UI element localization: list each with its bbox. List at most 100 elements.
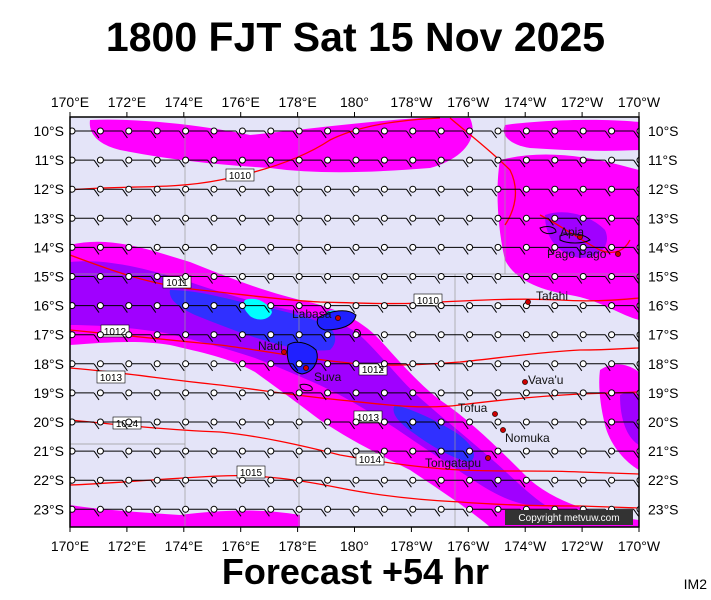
wind-barb: [324, 418, 356, 430]
place-dot: [500, 427, 506, 433]
wind-barb: [153, 214, 185, 226]
wind-barb: [579, 214, 611, 226]
wind-barb: [96, 243, 128, 255]
wind-barb: [153, 127, 185, 139]
wind-barb: [125, 360, 157, 372]
wind-barb: [494, 156, 526, 168]
wind-barb: [551, 243, 583, 255]
wind-barb: [522, 476, 554, 488]
lon-tick-label: 170°E: [51, 538, 89, 554]
wind-barb: [522, 273, 554, 284]
wind-barb: [522, 127, 554, 139]
rain-medium-main: [70, 261, 545, 506]
wind-barb: [380, 185, 412, 197]
wind-barb: [608, 156, 639, 168]
isobar-value: 1015: [240, 468, 263, 479]
wind-barb: [125, 127, 157, 139]
wind-barb: [267, 389, 299, 401]
wind-barb: [409, 214, 441, 226]
wind-barb: [70, 243, 100, 255]
island-savaii: [539, 226, 557, 235]
wind-barb: [267, 156, 299, 168]
wind-barb: [324, 360, 356, 372]
place-dot: [303, 365, 309, 371]
wind-barb: [380, 127, 412, 139]
lat-tick-label: 14°S: [33, 239, 64, 255]
wind-barb: [437, 214, 469, 226]
wind-barb: [437, 389, 469, 401]
lat-tick-label: 15°S: [33, 269, 64, 285]
wind-barb: [608, 418, 639, 430]
wind-barb: [96, 127, 128, 139]
wind-barb: [295, 331, 327, 342]
lon-tick-label: 170°E: [51, 94, 89, 110]
wind-barb: [494, 273, 526, 284]
lat-tick-label: 23°S: [648, 501, 679, 517]
wind-barb: [494, 476, 526, 488]
wind-barb: [522, 214, 554, 226]
lat-tick-label: 18°S: [33, 356, 64, 372]
isobar-value: 1014: [359, 455, 382, 466]
wind-barb: [153, 156, 185, 168]
wind-barb: [295, 389, 327, 401]
wind-barb: [494, 447, 526, 459]
wind-barb: [210, 156, 242, 168]
wind-barb: [608, 476, 639, 488]
wind-barb: [494, 185, 526, 197]
lat-tick-label: 16°S: [648, 298, 679, 314]
lat-tick-label: 21°S: [33, 443, 64, 459]
wind-barb: [210, 418, 242, 430]
wind-barb: [551, 127, 583, 139]
wind-barb: [579, 273, 611, 284]
wind-barb: [238, 127, 270, 139]
wind-barb: [238, 156, 270, 168]
wind-barb: [295, 302, 327, 313]
isobar-value: 1013: [100, 373, 123, 384]
wind-barb: [409, 185, 441, 197]
wind-barb: [267, 214, 299, 226]
wind-barb: [494, 331, 526, 342]
wind-barb: [210, 331, 242, 342]
wind-barb: [522, 447, 554, 459]
lat-tick-label: 18°S: [648, 356, 679, 372]
wind-barb: [96, 302, 128, 313]
wind-barb: [96, 418, 128, 430]
wind-barb: [70, 360, 100, 372]
wind-barb: [466, 214, 498, 226]
lon-tick-label: 172°W: [561, 94, 604, 110]
wind-barb: [380, 476, 412, 488]
wind-barb: [70, 447, 100, 459]
wind-barb: [125, 476, 157, 488]
wind-barb: [608, 360, 639, 372]
wind-barb: [522, 302, 554, 313]
wind-barb: [96, 331, 128, 342]
wind-barb: [182, 185, 214, 197]
wind-barb: [295, 156, 327, 168]
wind-barb: [522, 331, 554, 342]
wind-barb: [409, 127, 441, 139]
forecast-label: Forecast +54 hr: [221, 551, 490, 592]
wind-barb: [210, 360, 242, 372]
lon-tick-label: 174°E: [165, 94, 203, 110]
lon-tick-label: 172°W: [561, 538, 604, 554]
wind-barb: [267, 476, 299, 488]
lon-axis-top: 170°E 172°E 174°E 176°E 178°E 180° 178°W 176°W 1…: [51, 94, 661, 117]
wind-barb: [437, 360, 469, 372]
wind-barb: [551, 476, 583, 488]
wind-barb: [466, 156, 498, 168]
wind-barb: [70, 185, 100, 197]
wind-barb: [153, 505, 185, 517]
isobar-label: 1010: [225, 168, 255, 182]
wind-barb: [437, 156, 469, 168]
wind-barb: [522, 418, 554, 430]
place-label: Tofua: [458, 401, 488, 415]
wind-barb: [409, 243, 441, 255]
wind-barb: [324, 127, 356, 139]
place-dot: [577, 234, 583, 240]
wind-barb: [380, 418, 412, 430]
wind-barb: [579, 185, 611, 197]
wind-barb: [295, 214, 327, 226]
wind-barb: [153, 447, 185, 459]
isobar-value: 1011: [166, 278, 188, 289]
lat-tick-label: 20°S: [33, 414, 64, 430]
